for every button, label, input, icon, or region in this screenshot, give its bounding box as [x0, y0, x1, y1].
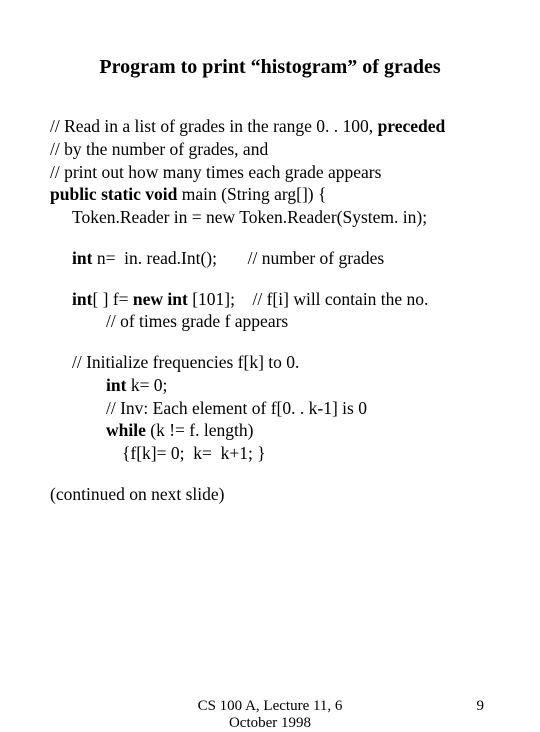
code-line: (continued on next slide)	[50, 483, 490, 506]
page-number: 9	[477, 698, 485, 715]
gap	[50, 465, 490, 483]
text: // Read in a list of grades in the range…	[50, 116, 378, 136]
keyword: int	[72, 289, 92, 309]
text: main (String arg[]) {	[177, 184, 326, 204]
code-line: // Initialize frequencies f[k] to 0.	[50, 351, 490, 374]
code-line: public static void main (String arg[]) {	[50, 183, 490, 206]
gap	[50, 229, 490, 247]
keyword: public static void	[50, 184, 177, 204]
code-line: {f[k]= 0; k= k+1; }	[50, 442, 490, 465]
text: [101]; // f[i] will contain the no.	[188, 289, 429, 309]
keyword: while	[106, 420, 146, 440]
code-line: // of times grade f appears	[50, 310, 490, 333]
code-line: int k= 0;	[50, 374, 490, 397]
code-line: // print out how many times each grade a…	[50, 161, 490, 184]
text: (k != f. length)	[146, 420, 254, 440]
footer-line: October 1998	[198, 715, 343, 732]
code-block: // Read in a list of grades in the range…	[50, 115, 490, 506]
gap	[50, 333, 490, 351]
footer-line: CS 100 A, Lecture 11, 6	[198, 698, 343, 715]
text: n= in. read.Int(); // number of grades	[92, 248, 384, 268]
code-line: // Read in a list of grades in the range…	[50, 115, 490, 138]
keyword: int	[106, 375, 126, 395]
code-line: int[ ] f= new int [101]; // f[i] will co…	[50, 288, 490, 311]
keyword: int	[72, 248, 92, 268]
slide-page: Program to print “histogram” of grades /…	[0, 0, 540, 506]
code-line: // Inv: Each element of f[0. . k-1] is 0	[50, 397, 490, 420]
footer-center: CS 100 A, Lecture 11, 6 October 1998	[198, 698, 343, 732]
code-line: while (k != f. length)	[50, 419, 490, 442]
gap	[50, 270, 490, 288]
text: k= 0;	[126, 375, 167, 395]
code-line: int n= in. read.Int(); // number of grad…	[50, 247, 490, 270]
text: [ ] f=	[92, 289, 132, 309]
slide-title: Program to print “histogram” of grades	[50, 56, 490, 79]
code-line: // by the number of grades, and	[50, 138, 490, 161]
code-line: Token.Reader in = new Token.Reader(Syste…	[50, 206, 490, 229]
text: preceded	[378, 116, 446, 136]
keyword: new int	[133, 289, 188, 309]
